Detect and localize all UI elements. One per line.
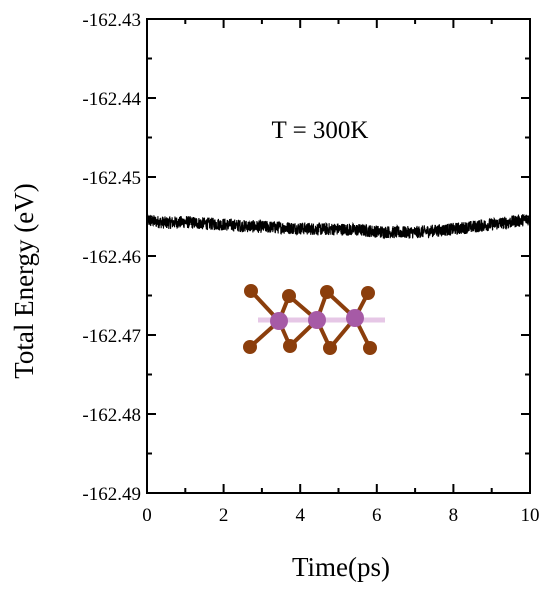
molecular-structure-inset [243, 284, 385, 355]
y-tick-label: -162.46 [82, 247, 141, 268]
y-tick-label: -162.48 [82, 405, 141, 426]
temperature-annotation: T = 300K [272, 117, 369, 144]
x-tick-label: 4 [295, 505, 305, 526]
y-tick-label: -162.47 [82, 326, 141, 347]
inset-ligand-atom [323, 341, 337, 355]
inset-ligand-atom [363, 341, 377, 355]
inset-metal-atom [308, 311, 326, 329]
inset-ligand-atom [282, 289, 296, 303]
y-tick-label: -162.43 [82, 10, 141, 31]
x-tick-labels: 0 2 4 6 8 10 [142, 505, 539, 526]
x-axis-title: Time(ps) [292, 552, 390, 582]
x-tick-label: 10 [521, 505, 540, 526]
y-axis-title: Total Energy (eV) [9, 183, 39, 379]
inset-ligand-atom [243, 340, 257, 354]
y-tick-label: -162.44 [82, 89, 141, 110]
y-tick-label: -162.49 [82, 484, 141, 505]
inset-ligand-atom [320, 285, 334, 299]
x-tick-label: 0 [142, 505, 152, 526]
inset-metal-atom [270, 312, 288, 330]
x-tick-label: 8 [449, 505, 459, 526]
plot-frame [146, 18, 531, 494]
y-tick-label: -162.45 [82, 168, 141, 189]
inset-atoms [243, 284, 377, 355]
series-group [146, 214, 531, 240]
inset-ligand-atom [361, 286, 375, 300]
inset-ligand-atom [283, 339, 297, 353]
inset-ligand-atom [244, 284, 258, 298]
y-tick-labels: -162.43 -162.44 -162.45 -162.46 -162.47 -162.… [82, 10, 141, 505]
x-tick-label: 6 [372, 505, 382, 526]
inset-metal-atom [346, 309, 364, 327]
axis-ticks [146, 18, 531, 494]
x-tick-label: 2 [219, 505, 229, 526]
energy-series-line [146, 214, 531, 240]
